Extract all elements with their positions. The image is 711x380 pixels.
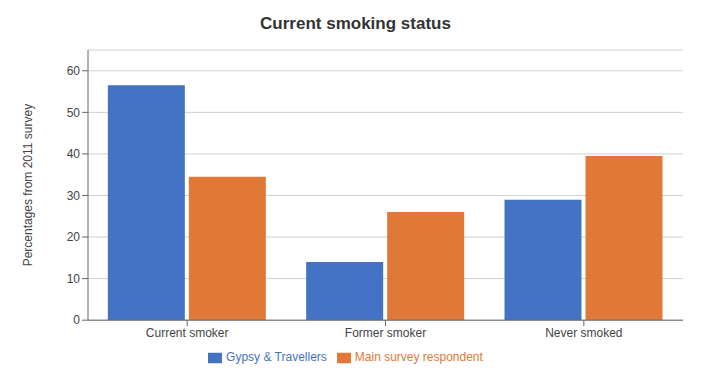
svg-text:Never smoked: Never smoked xyxy=(545,326,622,340)
svg-text:30: 30 xyxy=(67,189,81,203)
svg-text:60: 60 xyxy=(67,64,81,78)
svg-text:40: 40 xyxy=(67,147,81,161)
html-text:Gypsy & Travellers: Gypsy & Travellers xyxy=(226,350,327,365)
svg-text:Former smoker: Former smoker xyxy=(345,326,426,340)
svg-text:0: 0 xyxy=(73,313,80,327)
svg-text:Current smoker: Current smoker xyxy=(146,326,229,340)
html-text:Main survey respondent: Main survey respondent xyxy=(354,350,483,365)
svg-text:50: 50 xyxy=(67,106,81,120)
svg-text:Percentages from 2011 survey: Percentages from 2011 survey xyxy=(21,104,35,267)
svg-text:20: 20 xyxy=(67,230,81,244)
svg-text:10: 10 xyxy=(67,272,81,286)
html-text:Current smoking status: Current smoking status xyxy=(260,14,451,33)
